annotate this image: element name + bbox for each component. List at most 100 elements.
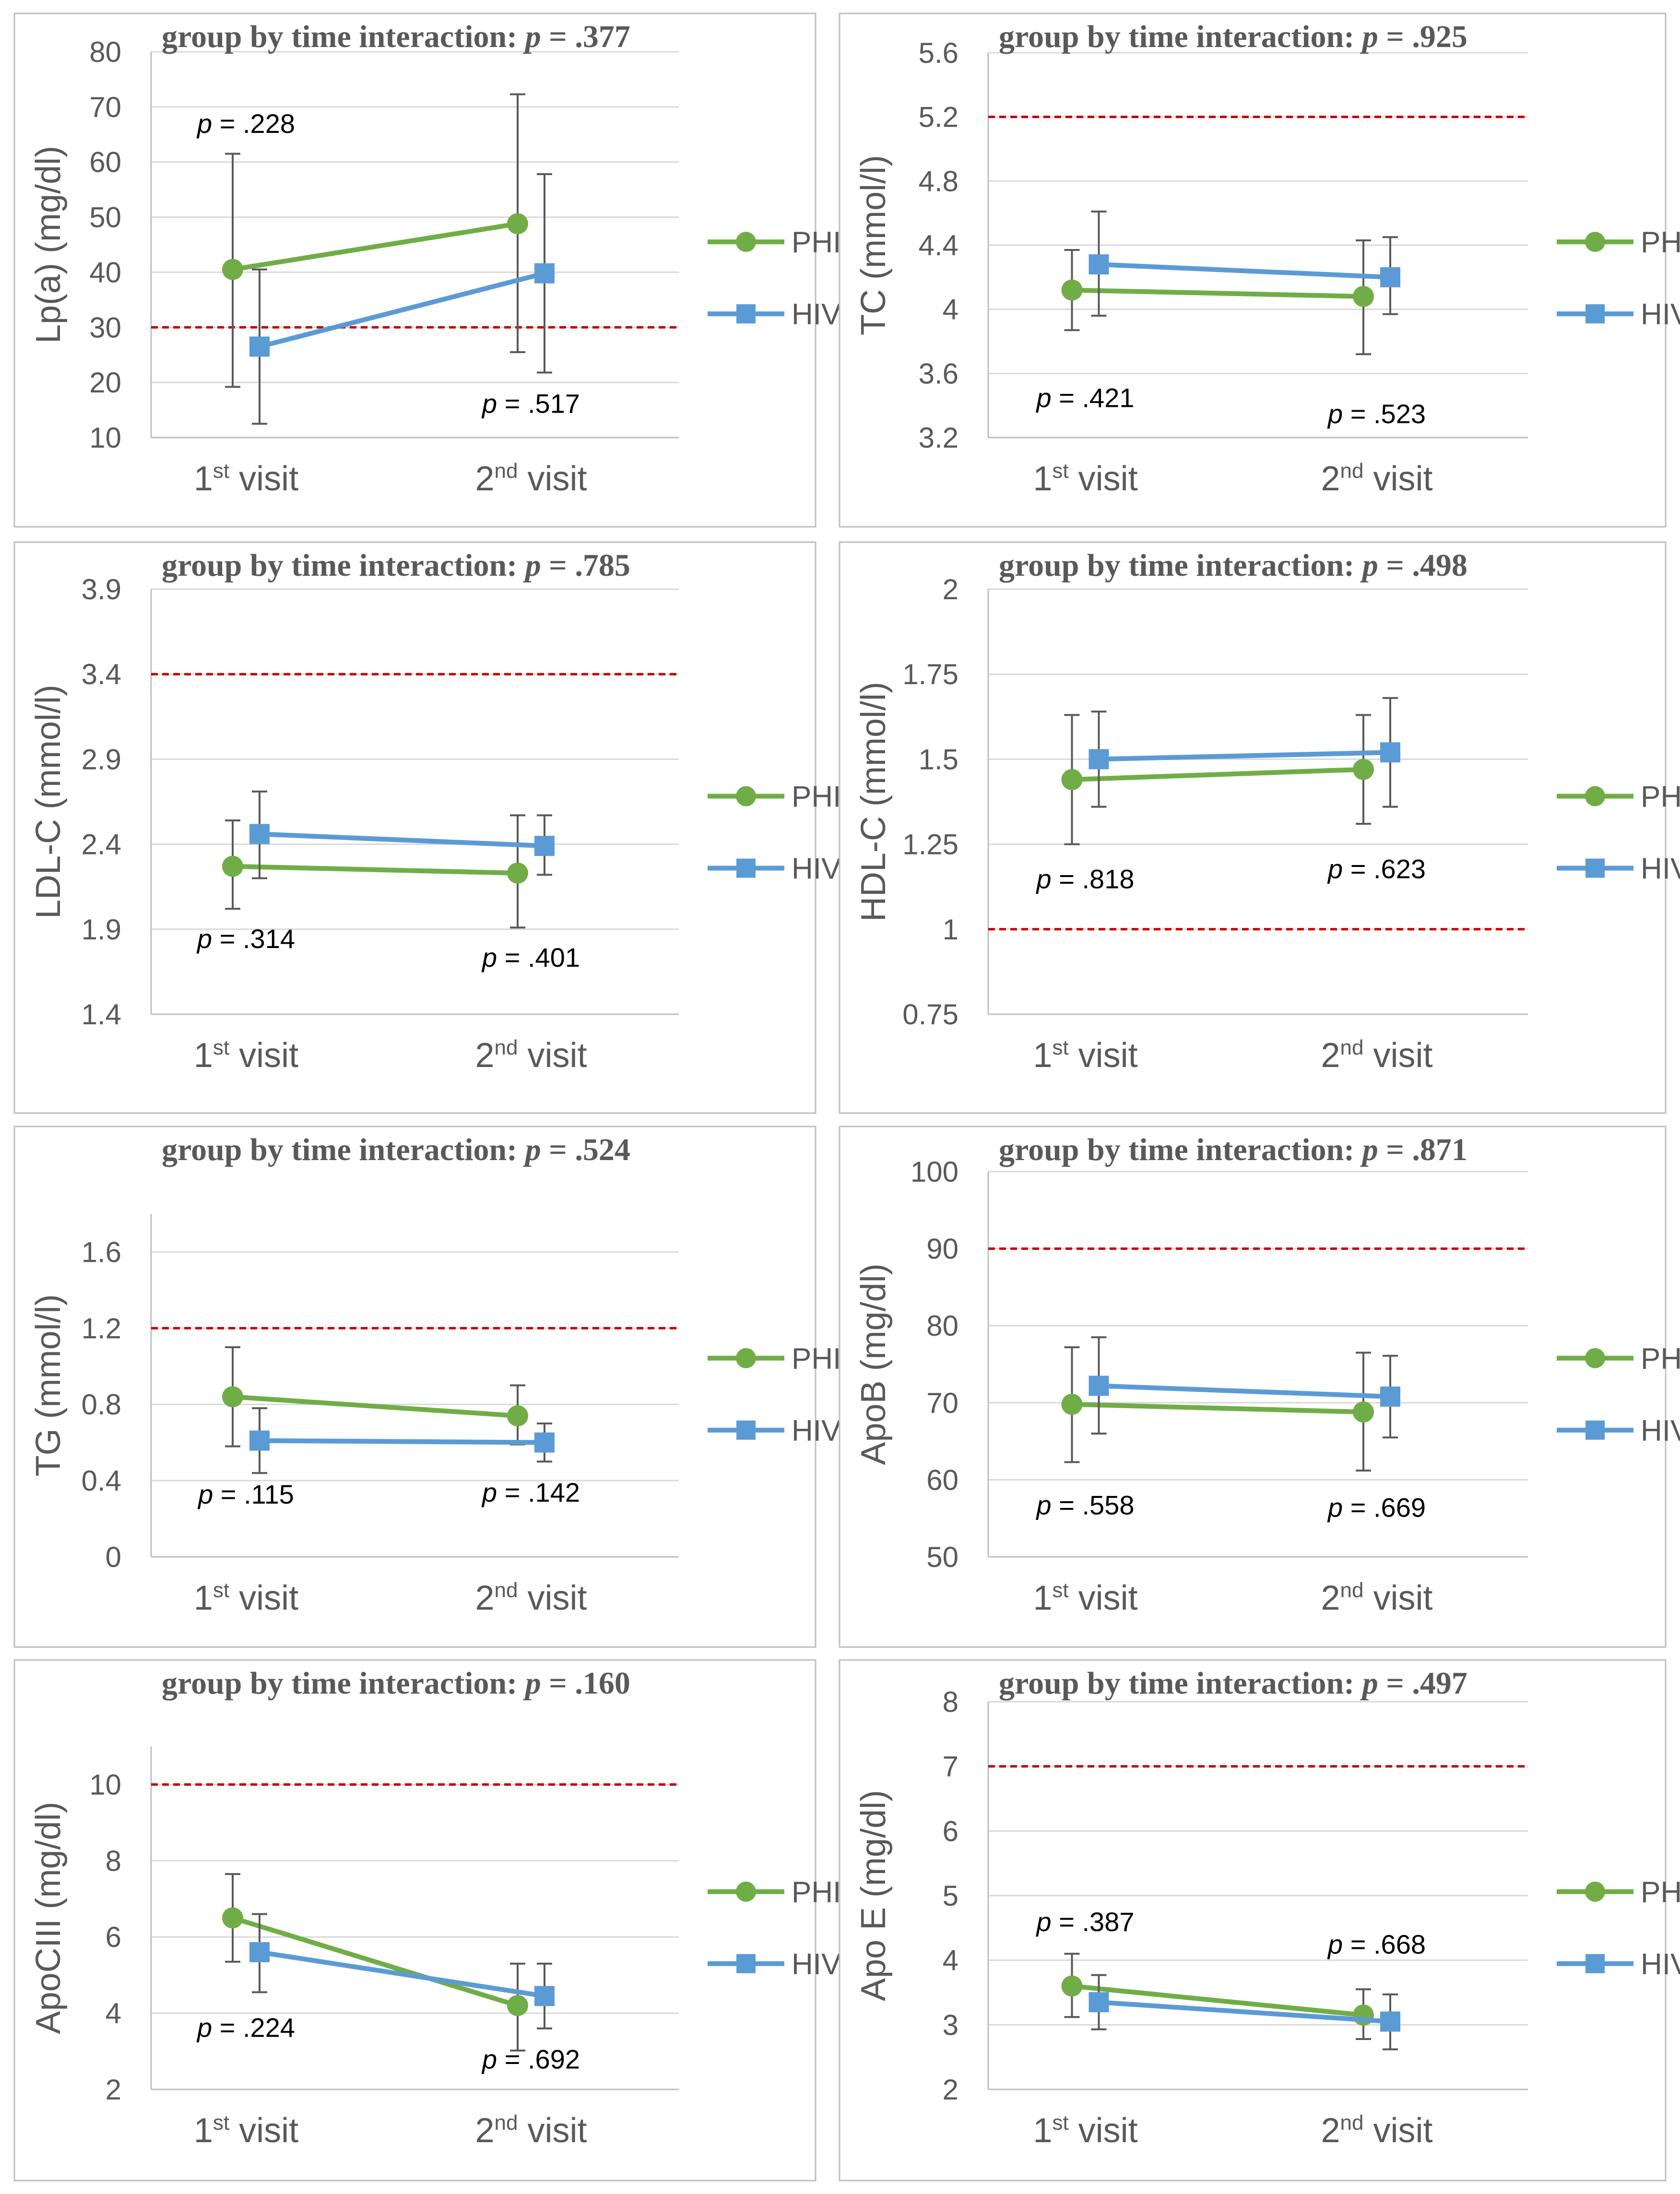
y-tick-label: 1.2 [82, 1312, 121, 1344]
y-tick-label: 0.4 [82, 1465, 121, 1497]
x-tick-label: 2nd visit [475, 459, 587, 498]
x-tick-label: 2nd visit [475, 1036, 587, 1075]
x-tick-label: 2nd visit [1321, 459, 1433, 498]
legend-marker [1585, 1420, 1605, 1440]
legend-marker [736, 786, 756, 806]
y-tick-label: 3.9 [82, 573, 121, 605]
data-point [507, 862, 528, 884]
x-tick-label: 2nd visit [475, 2111, 587, 2150]
legend-label: PHIV+ [1641, 781, 1680, 814]
legend-marker [736, 232, 756, 252]
chart-panel-5: 0 0.4 0.8 1.2 1.6 group by time interaction: … [13, 1126, 878, 1648]
p-value-label: p = .387 [1036, 1907, 1135, 1937]
p-value-label: p = .142 [481, 1477, 580, 1507]
x-tick-label: 2nd visit [1321, 1578, 1433, 1617]
legend-marker [1585, 858, 1605, 878]
chart-panel-2: 3.2 3.6 4 4.4 4.8 5.2 5.6 group by time interac… [839, 12, 1680, 528]
y-tick-label: 70 [89, 91, 121, 123]
y-tick-label: 100 [911, 1156, 958, 1188]
data-point [1380, 2011, 1400, 2032]
series-phiv [1061, 1346, 1374, 1472]
y-tick-label: 2 [943, 2074, 958, 2106]
data-point [1353, 759, 1374, 780]
y-tick-label: 5.2 [919, 101, 958, 133]
chart-panel-6: 50 60 70 80 90 100 group by time interaction: … [839, 1126, 1680, 1648]
data-point [1088, 749, 1109, 770]
data-point [1353, 1401, 1374, 1423]
x-tick-label: 1st visit [1033, 1036, 1137, 1075]
x-tick-label: 1st visit [194, 1578, 298, 1617]
series-hiv [1088, 1336, 1400, 1439]
legend-marker [736, 1881, 756, 1902]
y-tick-label: 0.75 [902, 998, 958, 1031]
legend-marker [736, 1954, 756, 1973]
data-point [1061, 279, 1083, 301]
data-point [1380, 1386, 1400, 1407]
series-hiv [249, 790, 555, 879]
legend-marker [1585, 232, 1605, 252]
data-point [1088, 1376, 1109, 1396]
legend-label: HIV- [1641, 1948, 1680, 1981]
y-tick-label: 80 [89, 36, 121, 68]
series-phiv [1061, 239, 1374, 356]
series-hiv [1088, 1974, 1400, 2051]
legend-marker [1585, 1881, 1605, 1902]
y-tick-label: 1.25 [902, 829, 958, 861]
panel-frame [839, 1126, 1667, 1648]
chart-title: group by time interaction: p = .498 [999, 548, 1467, 583]
data-point [249, 824, 270, 844]
data-point [222, 1386, 243, 1408]
y-tick-label: 7 [943, 1751, 958, 1783]
data-point [534, 1986, 555, 2006]
y-axis-label: TC (mmol/l) [854, 155, 893, 335]
y-axis-label: ApoCIII (mg/dl) [29, 1802, 68, 2034]
y-tick-label: 1.6 [82, 1236, 121, 1268]
chart-panel-8: 2 3 4 5 6 7 8 group by time interaction: p = .4… [839, 1659, 1680, 2182]
legend-entry-hiv: HIV- [1557, 1948, 1680, 1981]
series-line [1072, 1402, 1364, 1415]
p-value-label: p = .224 [196, 2012, 295, 2042]
y-tick-label: 40 [89, 256, 121, 288]
panel-frame [839, 541, 1667, 1114]
series-hiv [1088, 697, 1400, 808]
series-line [259, 831, 545, 849]
y-tick-label: 0 [106, 1541, 121, 1573]
data-point [249, 336, 270, 357]
chart-title: group by time interaction: p = .785 [162, 548, 630, 583]
y-tick-label: 60 [89, 146, 121, 178]
data-point [507, 213, 528, 235]
y-tick-label: 80 [926, 1310, 958, 1342]
legend-marker [1585, 304, 1605, 324]
legend-label: PHIV+ [1641, 1342, 1680, 1376]
y-axis-label: ApoB (mg/dl) [854, 1263, 893, 1465]
x-tick-label: 1st visit [194, 2111, 298, 2150]
y-tick-label: 50 [926, 1541, 958, 1573]
x-tick-label: 1st visit [1033, 1578, 1137, 1617]
series-phiv [1061, 714, 1374, 845]
x-tick-label: 2nd visit [475, 1578, 587, 1617]
x-tick-label: 1st visit [1033, 2111, 1137, 2150]
y-tick-label: 90 [926, 1233, 958, 1265]
y-axis-label: TG (mmol/l) [29, 1294, 68, 1477]
y-tick-label: 30 [89, 311, 121, 344]
p-value-label: p = .401 [481, 942, 580, 972]
series-line [1072, 287, 1364, 299]
y-axis-label: HDL-C (mmol/l) [854, 682, 893, 922]
p-value-label: p = .558 [1036, 1490, 1135, 1520]
panel-frame [13, 1126, 816, 1648]
series-hiv [249, 1407, 555, 1474]
y-tick-label: 1.5 [919, 743, 958, 775]
y-tick-label: 2.4 [82, 829, 121, 861]
data-point [1088, 254, 1109, 275]
series-line [1099, 2000, 1391, 2024]
data-point [222, 855, 243, 877]
y-axis-label: Lp(a) (mg/dl) [29, 146, 68, 344]
legend-entry-phiv: PHIV+ [1557, 1342, 1680, 1376]
p-value-label: p = .668 [1327, 1929, 1426, 1959]
p-value-label: p = .818 [1036, 864, 1135, 894]
data-point [1088, 1992, 1109, 2013]
y-tick-label: 70 [926, 1387, 958, 1419]
y-tick-label: 4 [943, 1945, 958, 1977]
data-point [507, 1995, 528, 2016]
series-line [1099, 262, 1391, 280]
